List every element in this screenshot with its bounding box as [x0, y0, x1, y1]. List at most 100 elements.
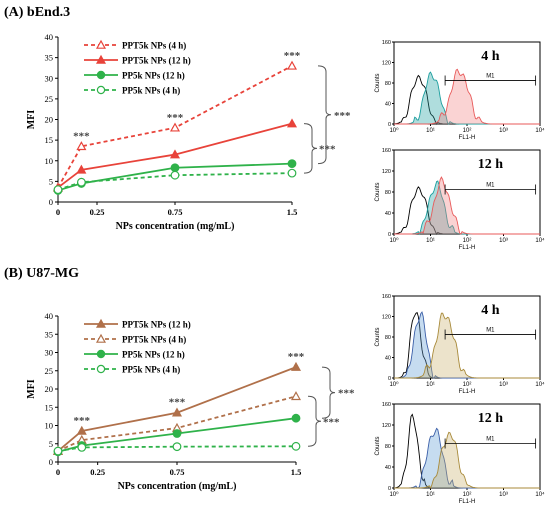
hist-curve-ppt5k — [394, 176, 540, 235]
series-line-2 — [57, 417, 297, 453]
y-tick-label: 30 — [45, 348, 54, 358]
hist-curve-ppt5k — [394, 431, 540, 490]
hist-x-tick-label: 10⁰ — [389, 381, 399, 388]
hist-y-title: Counts — [375, 436, 381, 455]
histogram-a-4h: 0 40 80 120 160 10⁰ 10¹ 10² 10³ 10⁴ FL1-H Counts 4 h… — [375, 40, 545, 141]
legend-label: PPT5k NPs (4 h) — [122, 41, 186, 51]
bracket-stars: *** — [319, 143, 336, 155]
legend-label: PPT5k NPs (12 h) — [122, 56, 191, 66]
data-point — [169, 149, 181, 159]
hist-fill-pp5k — [394, 428, 540, 488]
y-tick-label: 15 — [45, 402, 54, 412]
y-tick-label: 5 — [49, 176, 53, 186]
legend-label: PPT5k NPs (4 h) — [122, 335, 186, 345]
hist-x-tick-label: 10⁰ — [389, 127, 399, 134]
x-tick-label: 0.75 — [168, 207, 183, 217]
legend-label: PPT5k NPs (12 h) — [122, 320, 191, 330]
legend-marker — [95, 333, 107, 343]
gate-label: M1 — [486, 436, 495, 442]
histogram-frame — [393, 403, 541, 489]
data-point — [169, 122, 181, 132]
data-point — [290, 361, 302, 371]
gate-label: M1 — [486, 328, 495, 334]
significance-stars: *** — [167, 112, 184, 124]
hist-y-tick-label: 0 — [388, 376, 391, 382]
x-tick-label: 0.25 — [90, 467, 105, 477]
hist-y-tick-label: 120 — [382, 423, 391, 429]
hist-y-tick-label: 40 — [385, 211, 391, 217]
legend-marker — [95, 54, 107, 64]
x-tick-label: 1.5 — [291, 467, 302, 477]
data-point — [170, 163, 180, 173]
legend-label: PP5k NPs (4 h) — [122, 86, 180, 96]
hist-x-tick-label: 10⁴ — [535, 381, 545, 388]
hist-fill-ppt5k — [394, 69, 540, 124]
y-tick-label: 15 — [45, 135, 54, 145]
data-point — [286, 118, 298, 128]
histogram-b-4h: 0 40 80 120 160 10⁰ 10¹ 10² 10³ 10⁴ FL1-H Counts 4 h… — [375, 294, 545, 395]
y-tick-label: 35 — [45, 329, 54, 339]
bracket-stars: *** — [338, 388, 355, 400]
hist-y-tick-label: 0 — [388, 122, 391, 128]
data-point — [170, 170, 180, 180]
x-tick-label: 0.75 — [170, 467, 185, 477]
chart-a: 0 5 10 15 20 25 30 35 40 0 0.25 0.75 1.5 NPs concentr… — [26, 32, 351, 232]
hist-x-tick-label: 10⁴ — [535, 491, 545, 498]
hist-y-title: Counts — [375, 182, 381, 201]
data-point — [77, 443, 87, 452]
hist-x-tick-label: 10¹ — [426, 128, 435, 134]
y-tick-label: 5 — [49, 439, 53, 449]
hist-y-tick-label: 0 — [388, 232, 391, 238]
hist-x-tick-label: 10³ — [499, 128, 508, 134]
y-tick-label: 40 — [45, 311, 54, 321]
histogram-b-12h: 0 40 80 120 160 10⁰ 10¹ 10² 10³ 10⁴ FL1-H Counts 12 … — [375, 402, 545, 505]
hist-y-tick-label: 40 — [385, 465, 391, 471]
legend-marker — [95, 39, 107, 49]
hist-x-tick-label: 10⁴ — [535, 237, 545, 244]
hist-x-tick-label: 10² — [463, 238, 472, 244]
chart-b: 0 5 10 15 20 25 30 35 40 0 0.25 0.75 1.5 NPs concentr… — [26, 311, 355, 492]
hist-y-tick-label: 80 — [385, 444, 391, 450]
hist-y-tick-label: 120 — [382, 61, 391, 67]
hist-x-tick-label: 10⁰ — [389, 237, 399, 244]
series-line-3 — [57, 172, 293, 191]
hist-y-tick-label: 40 — [385, 102, 391, 108]
bracket-outer — [317, 65, 332, 165]
significance-stars: *** — [288, 351, 305, 363]
y-tick-label: 0 — [49, 197, 53, 207]
legend-marker — [96, 349, 106, 359]
hist-y-tick-label: 120 — [382, 169, 391, 175]
x-axis-title: NPs concentration (mg/mL) — [118, 481, 237, 492]
y-axis-title: MFI — [26, 379, 37, 399]
panel-b-label: (B) U87-MG — [4, 266, 79, 281]
hist-x-tick-label: 10⁰ — [389, 491, 399, 498]
hist-y-title: Counts — [375, 327, 381, 346]
hist-y-tick-label: 160 — [382, 294, 391, 300]
data-point — [290, 391, 302, 401]
y-tick-label: 40 — [45, 32, 54, 42]
hist-y-tick-label: 160 — [382, 402, 391, 408]
y-tick-label: 10 — [45, 421, 54, 431]
panel-a-label: (A) bEnd.3 — [4, 5, 70, 20]
legend-marker — [95, 318, 107, 328]
y-tick-label: 25 — [45, 366, 54, 376]
hist-x-tick-label: 10² — [463, 492, 472, 498]
x-tick-label: 1.5 — [287, 207, 298, 217]
histogram-frame — [393, 295, 541, 379]
hist-fill-pp5k — [394, 72, 540, 124]
hist-time-label: 4 h — [481, 303, 500, 318]
hist-time-label: 12 h — [478, 411, 504, 426]
hist-x-tick-label: 10⁴ — [535, 127, 545, 134]
hist-x-title: FL1-H — [459, 389, 476, 395]
hist-x-tick-label: 10¹ — [426, 382, 435, 388]
hist-x-tick-label: 10³ — [499, 238, 508, 244]
x-axis-title: NPs concentration (mg/mL) — [116, 221, 235, 232]
hist-y-tick-label: 0 — [388, 486, 391, 492]
hist-x-tick-label: 10² — [463, 128, 472, 134]
hist-y-tick-label: 80 — [385, 81, 391, 87]
bracket-outer — [321, 366, 336, 419]
y-tick-label: 20 — [45, 115, 54, 125]
hist-x-title: FL1-H — [459, 135, 476, 141]
data-point — [172, 442, 182, 452]
